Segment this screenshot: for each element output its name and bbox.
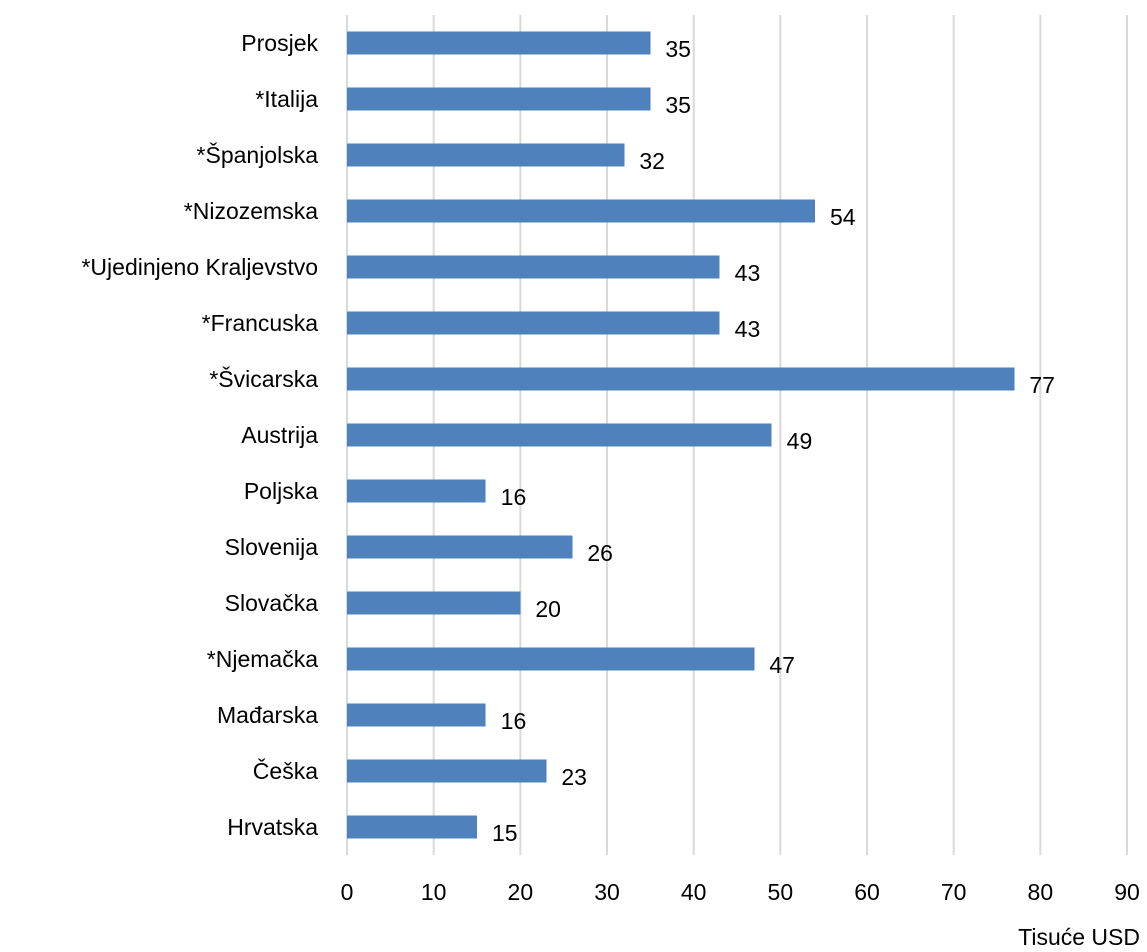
category-labels: Prosjek *Italija *Španjolska *Nizozemska *Uj… — [81, 30, 318, 840]
bar — [347, 759, 547, 783]
data-label: 54 — [830, 204, 856, 230]
x-tick-label: 20 — [508, 879, 534, 905]
data-label: 43 — [735, 260, 761, 286]
category-label: *Ujedinjeno Kraljevstvo — [81, 254, 318, 280]
category-label: Hrvatska — [227, 814, 318, 840]
category-label: Poljska — [244, 478, 318, 504]
bar — [347, 87, 651, 111]
bar — [347, 591, 521, 615]
bar — [347, 311, 720, 335]
bar — [347, 815, 477, 839]
data-label: 20 — [535, 596, 561, 622]
bar — [347, 199, 815, 223]
category-label: *Italija — [255, 86, 318, 112]
category-label: *Švicarska — [209, 365, 318, 392]
bar — [347, 143, 625, 167]
x-tick-label: 0 — [341, 879, 354, 905]
bars — [347, 31, 1015, 839]
category-label: Austrija — [241, 422, 318, 448]
bar — [347, 255, 720, 279]
data-label: 15 — [492, 820, 518, 846]
bar — [347, 647, 755, 671]
data-label: 16 — [501, 484, 527, 510]
category-label: Češka — [253, 757, 318, 784]
data-label: 32 — [639, 148, 665, 174]
category-label: *Francuska — [202, 310, 319, 336]
category-label: Prosjek — [241, 30, 318, 56]
x-axis-title: Tisuće USD — [1018, 924, 1140, 950]
data-label: 23 — [561, 764, 587, 790]
bar — [347, 423, 772, 447]
category-label: Mađarska — [217, 702, 318, 728]
data-labels: 35 35 32 54 43 43 77 49 16 26 20 47 16 23 15 — [492, 36, 1055, 846]
data-label: 77 — [1029, 372, 1055, 398]
x-tick-label: 40 — [681, 879, 707, 905]
x-tick-label: 10 — [421, 879, 447, 905]
data-label: 49 — [787, 428, 813, 454]
bar — [347, 703, 486, 727]
bar — [347, 367, 1015, 391]
data-label: 16 — [501, 708, 527, 734]
data-label: 47 — [769, 652, 795, 678]
category-label: Slovačka — [225, 590, 319, 616]
data-label: 35 — [665, 92, 691, 118]
x-tick-label: 80 — [1028, 879, 1054, 905]
category-label: *Nizozemska — [184, 198, 318, 224]
data-label: 26 — [587, 540, 613, 566]
data-label: 43 — [735, 316, 761, 342]
x-tick-label: 90 — [1114, 879, 1140, 905]
x-tick-label: 30 — [594, 879, 620, 905]
category-label: *Španjolska — [197, 141, 319, 168]
x-tick-label: 70 — [941, 879, 967, 905]
bar — [347, 479, 486, 503]
x-tick-label: 50 — [768, 879, 794, 905]
category-label: Slovenija — [225, 534, 319, 560]
x-tick-label: 60 — [854, 879, 880, 905]
bar — [347, 535, 573, 559]
category-label: *Njemačka — [207, 646, 318, 672]
x-tick-labels: 0 10 20 30 40 50 60 70 80 90 — [341, 879, 1140, 905]
data-label: 35 — [665, 36, 691, 62]
bar — [347, 31, 651, 55]
